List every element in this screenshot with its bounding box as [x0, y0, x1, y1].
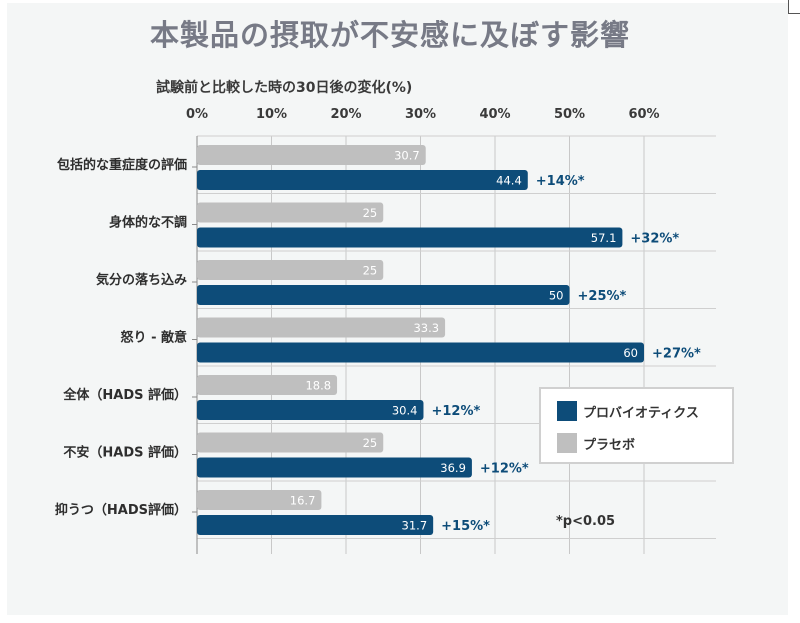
bar-probiotics — [197, 170, 528, 190]
difference-annotation: +14%* — [536, 174, 585, 189]
bar-label-placebo: 25 — [363, 436, 378, 450]
bar-label-placebo: 18.8 — [305, 379, 331, 393]
bar-label-probiotics: 31.7 — [402, 519, 428, 533]
legend-swatch-probiotics — [557, 401, 577, 421]
x-tick-label: 50% — [554, 107, 585, 122]
difference-annotation: +32%* — [630, 232, 679, 247]
x-axis-label: 試験前と比較した時の30日後の変化(%) — [156, 80, 413, 96]
x-tick-label: 60% — [628, 107, 659, 122]
category-label: 身体的な不調 — [109, 215, 187, 231]
x-tick-label: 40% — [479, 107, 510, 122]
chart-title: 本製品の摂取が不安感に及ぼす影響 — [149, 18, 630, 52]
bar-label-probiotics: 57.1 — [591, 231, 617, 245]
bar-label-probiotics: 50 — [549, 289, 564, 303]
difference-annotation: +15%* — [441, 519, 490, 534]
bar-label-placebo: 30.7 — [394, 149, 420, 163]
bar-placebo — [197, 432, 384, 453]
bar-placebo — [197, 490, 322, 510]
x-tick-label: 0% — [186, 107, 208, 122]
bar-probiotics — [197, 515, 434, 535]
legend: プロバイオティクス プラセボ — [539, 387, 734, 464]
bar-label-placebo: 16.7 — [290, 494, 316, 508]
category-label: 抑うつ（HADS評価） — [55, 502, 187, 518]
category-label: 不安（HADS 評価） — [63, 445, 187, 461]
bar-probiotics — [197, 342, 644, 363]
bar-label-probiotics: 60 — [623, 346, 638, 360]
x-tick-label: 20% — [330, 107, 361, 122]
bar-placebo — [197, 260, 384, 280]
difference-annotation: +25%* — [578, 289, 627, 304]
significance-footnote: *p<0.05 — [556, 514, 616, 529]
bar-label-placebo: 33.3 — [413, 321, 439, 335]
bar-probiotics — [197, 227, 623, 248]
bar-label-placebo: 25 — [363, 206, 378, 220]
bar-probiotics — [197, 457, 472, 478]
category-label: 怒り - 敵意 — [121, 330, 187, 346]
bar-label-probiotics: 44.4 — [496, 174, 522, 188]
x-tick-label: 10% — [256, 107, 287, 122]
legend-label-placebo: プラセボ — [583, 437, 636, 453]
legend-swatch-placebo — [557, 433, 577, 453]
difference-annotation: +12%* — [431, 404, 480, 419]
bar-label-placebo: 25 — [363, 264, 378, 278]
x-tick-label: 30% — [405, 107, 436, 122]
bar-placebo — [197, 145, 426, 165]
bar-placebo — [197, 317, 446, 338]
legend-item-probiotics: プロバイオティクス — [557, 401, 699, 421]
legend-label-probiotics: プロバイオティクス — [583, 405, 699, 421]
bar-placebo — [197, 202, 384, 223]
bar-label-probiotics: 30.4 — [392, 404, 418, 418]
category-label: 包括的な重症度の評価 — [57, 157, 187, 173]
category-label: 気分の落ち込み — [96, 272, 187, 288]
category-label: 全体（HADS 評価） — [62, 387, 187, 403]
corner-divider — [788, 0, 789, 13]
bar-probiotics — [197, 400, 424, 420]
legend-item-placebo: プラセボ — [557, 433, 635, 453]
bar-probiotics — [197, 285, 570, 305]
corner-divider — [788, 13, 800, 14]
difference-annotation: +12%* — [480, 462, 529, 477]
bar-label-probiotics: 36.9 — [440, 461, 466, 475]
difference-annotation: +27%* — [652, 347, 701, 362]
bar-placebo — [197, 375, 338, 395]
